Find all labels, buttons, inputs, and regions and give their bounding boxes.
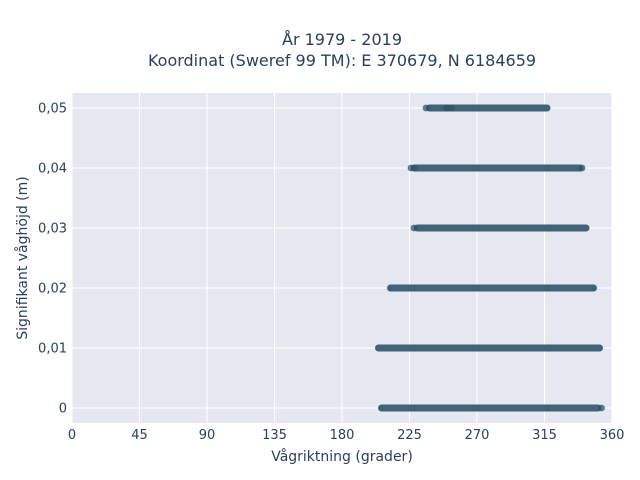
x-tick-label: 135 [262, 428, 287, 443]
y-axis-ticks: 0 0,01 0,02 0,03 0,04 0,05 [38, 102, 67, 417]
x-tick-label: 0 [68, 428, 76, 443]
x-tick-label: 270 [465, 428, 490, 443]
point-cluster [411, 164, 584, 172]
x-tick-label: 225 [397, 428, 422, 443]
x-tick-label: 360 [600, 428, 625, 443]
data-point [448, 104, 455, 112]
y-tick-label: 0,01 [38, 342, 67, 357]
x-tick-label: 315 [532, 428, 557, 443]
point-cluster [378, 404, 602, 412]
data-point [578, 164, 586, 172]
x-tick-label: 45 [131, 428, 148, 443]
point-cluster [387, 284, 597, 292]
data-point [410, 224, 418, 232]
y-tick-label: 0 [59, 402, 67, 417]
data-point [598, 404, 605, 412]
data-points [375, 104, 605, 412]
x-axis-ticks: 0 45 90 135 180 225 270 315 360 [68, 428, 625, 443]
data-point [422, 104, 430, 112]
y-tick-label: 0,02 [38, 282, 67, 297]
x-tick-label: 180 [330, 428, 355, 443]
chart-title-line-1: År 1979 - 2019 [282, 30, 402, 49]
y-axis-title: Signifikant våghöjd (m) [14, 176, 31, 339]
y-tick-label: 0,05 [38, 102, 67, 117]
point-cluster [375, 344, 603, 352]
x-tick-label: 90 [199, 428, 216, 443]
y-tick-label: 0,04 [38, 162, 67, 177]
point-cluster [426, 104, 551, 112]
y-tick-label: 0,03 [38, 222, 67, 237]
data-point [410, 164, 418, 172]
x-axis-title: Vågriktning (grader) [271, 448, 413, 465]
chart-title-line-2: Koordinat (Sweref 99 TM): E 370679, N 61… [148, 51, 536, 70]
point-cluster [414, 224, 590, 232]
